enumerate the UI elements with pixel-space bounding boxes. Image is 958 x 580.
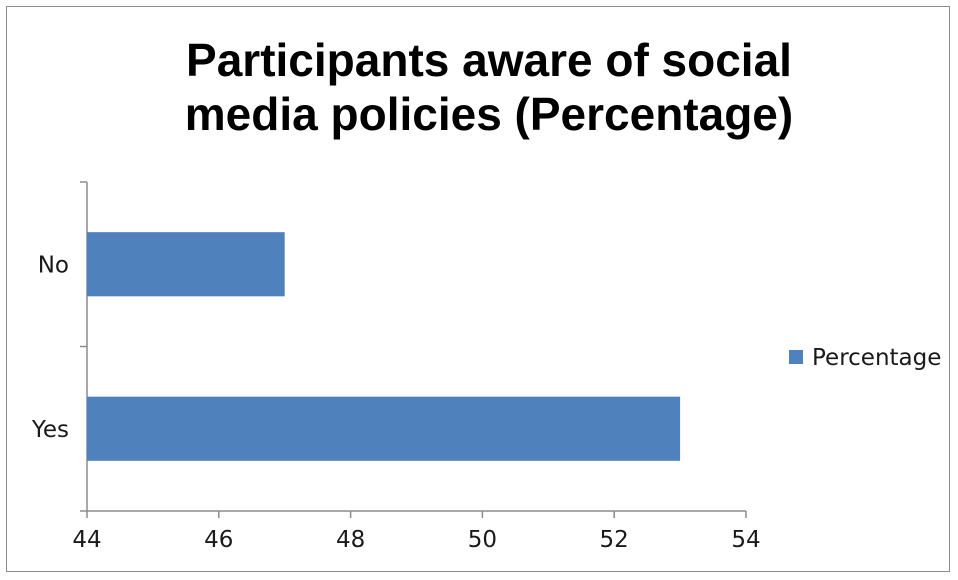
x-tick-label: 48 bbox=[336, 527, 365, 553]
legend: Percentage bbox=[789, 345, 941, 371]
chart-title-line-2: media policies (Percentage) bbox=[185, 88, 793, 140]
x-tick-label: 54 bbox=[731, 527, 760, 553]
x-tick-label: 44 bbox=[72, 527, 101, 553]
x-tick-label: 52 bbox=[600, 527, 629, 553]
y-tick-label-no: No bbox=[38, 252, 69, 278]
x-tick-label: 46 bbox=[204, 527, 233, 553]
bar-no bbox=[87, 232, 285, 297]
x-tick-label: 50 bbox=[468, 527, 497, 553]
chart-title-line-1: Participants aware of social bbox=[186, 34, 792, 86]
chart-title: Participants aware of social media polic… bbox=[185, 34, 793, 140]
legend-label: Percentage bbox=[812, 345, 941, 371]
legend-swatch bbox=[789, 350, 803, 364]
bar-yes bbox=[87, 396, 681, 461]
plot-area: No Yes 44 46 48 50 52 54 bbox=[31, 181, 761, 553]
y-tick-label-yes: Yes bbox=[31, 417, 69, 443]
